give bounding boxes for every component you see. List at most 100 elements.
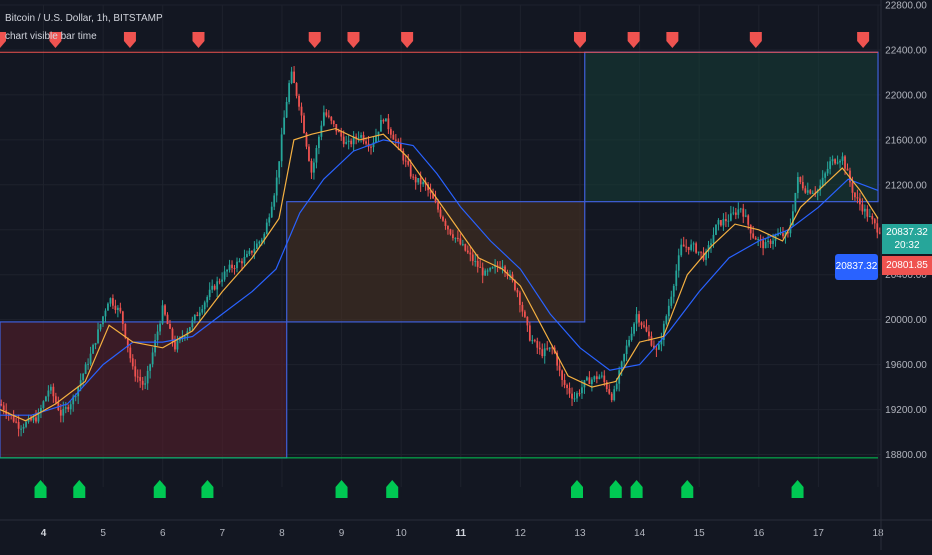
candle-body: [352, 136, 355, 145]
last-close-price: 20837.32: [886, 227, 928, 238]
candle-body: [213, 285, 216, 290]
candle-body: [509, 274, 511, 276]
candle-body: [452, 234, 454, 239]
candle-body: [479, 266, 482, 268]
candle-body: [501, 266, 504, 269]
signal-markers: [0, 32, 870, 498]
candle-body: [717, 220, 720, 225]
candle-body: [246, 254, 248, 257]
candle-body: [243, 256, 246, 264]
candle-body: [164, 305, 166, 315]
candle-body: [707, 245, 710, 252]
candle-body: [586, 377, 588, 381]
candle-body: [523, 311, 526, 317]
candle-body: [382, 119, 385, 122]
candle-body: [653, 345, 655, 349]
candle-body: [643, 325, 645, 327]
candle-body: [288, 83, 291, 102]
candle-body: [546, 348, 549, 350]
candle-body: [836, 162, 839, 164]
candle-body: [640, 322, 643, 326]
candle-body: [590, 379, 593, 384]
y-tick-label: 18800.00: [885, 450, 927, 461]
candle-body: [87, 363, 89, 365]
candle-body: [573, 398, 576, 400]
candle-body: [878, 232, 881, 234]
sell-marker: [573, 32, 586, 48]
candle-body: [124, 323, 127, 338]
candle-body: [394, 139, 397, 141]
candle-body: [824, 173, 827, 178]
candle-body: [757, 238, 760, 240]
candle-body: [434, 198, 437, 203]
candle-body: [732, 212, 735, 214]
candle-body: [536, 340, 539, 348]
candle-body: [69, 404, 72, 410]
candle-body: [171, 328, 174, 342]
candle-body: [12, 415, 15, 422]
candle-body: [459, 238, 462, 245]
buy-marker: [791, 480, 804, 498]
candle-body: [414, 176, 417, 183]
candle-body: [365, 141, 367, 144]
candle-body: [317, 136, 320, 149]
sell-marker: [192, 32, 205, 48]
candle-body: [156, 331, 159, 340]
candle-body: [131, 358, 134, 367]
candle-body: [581, 387, 583, 394]
candle-body: [787, 232, 789, 234]
candle-body: [206, 297, 209, 303]
candle-body: [166, 314, 169, 324]
x-tick-label: 16: [753, 528, 765, 539]
candle-body: [126, 337, 129, 348]
candle-body: [263, 233, 266, 240]
candle-body: [809, 190, 812, 194]
candle-body: [519, 292, 521, 305]
candle-body: [432, 193, 434, 199]
candle-body: [412, 176, 415, 178]
candle-body: [588, 377, 591, 384]
y-tick-label: 21600.00: [885, 135, 927, 146]
candle-body: [370, 146, 372, 148]
candle-body: [620, 361, 623, 371]
bar-countdown: 20:32: [894, 240, 920, 251]
candle-body: [767, 240, 769, 243]
candle-body: [680, 244, 683, 256]
candle-body: [54, 396, 57, 403]
candle-body: [258, 241, 261, 244]
candle-body: [295, 83, 298, 96]
candle-body: [149, 364, 152, 371]
buy-marker: [73, 480, 86, 498]
candle-body: [695, 243, 698, 253]
candle-body: [355, 136, 358, 139]
moving-averages: [0, 127, 879, 422]
candle-body: [335, 124, 338, 132]
last-close-tag: 20837.32 20:32: [882, 224, 932, 254]
candle-body: [159, 323, 161, 332]
candle-body: [873, 219, 876, 224]
candle-body: [404, 160, 407, 162]
candle-body: [380, 119, 382, 132]
candle-body: [449, 229, 452, 235]
candle-body: [280, 134, 283, 162]
candle-body: [30, 418, 32, 421]
candle-body: [216, 281, 219, 290]
candle-body: [551, 347, 554, 349]
candle-body: [504, 266, 506, 273]
candle-body: [223, 271, 226, 280]
candle-body: [868, 216, 871, 218]
candle-body: [511, 274, 514, 281]
candle-body: [804, 188, 807, 193]
candle-body: [49, 386, 52, 391]
candle-body: [655, 348, 658, 350]
candle-body: [407, 161, 410, 165]
candle-body: [667, 305, 670, 317]
candle-body: [169, 323, 171, 329]
sell-marker: [627, 32, 640, 48]
candle-body: [325, 112, 328, 116]
candle-body: [871, 216, 874, 220]
candle-body: [107, 303, 109, 311]
x-tick-label: 9: [339, 528, 345, 539]
